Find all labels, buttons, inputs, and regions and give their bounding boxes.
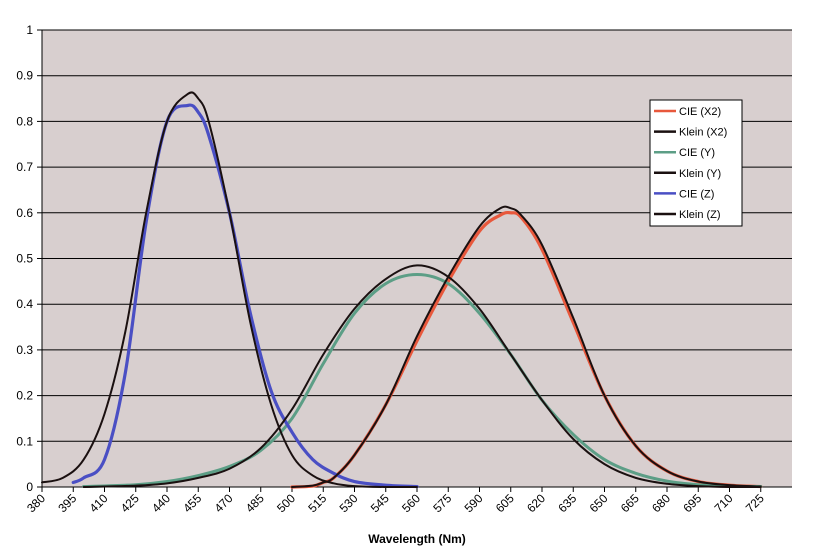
legend-label: Klein (Z) [679,209,721,221]
y-tick-label: 0.3 [16,343,33,357]
y-tick-label: 0.5 [16,252,33,266]
x-tick-label: 710 [712,491,736,515]
x-tick-label: 485 [243,491,267,515]
x-tick-label: 680 [649,491,673,515]
x-tick-label: 725 [743,491,767,515]
y-tick-label: 0.1 [16,434,33,448]
x-tick-label: 380 [24,491,48,515]
x-tick-label: 635 [555,491,579,515]
series-line-klein-z [41,91,418,489]
legend-label: CIE (Z) [679,188,714,200]
x-axis: 380 395 410 425 440 455 470 485 500 515 530 545 560 5… [24,486,792,515]
x-axis-title: Wavelength (Nm) [368,532,466,546]
y-tick-label: 1 [26,23,33,37]
y-tick-label: 0 [26,480,33,494]
x-tick-label: 530 [337,491,361,515]
x-tick-label: 455 [180,491,204,515]
legend-box [649,99,743,227]
y-tick-label: 0.6 [16,206,33,220]
x-tick-label: 440 [149,491,173,515]
y-tick-label: 0.8 [16,114,33,128]
x-tick-label: 410 [87,491,111,515]
y-tick-label: 0.7 [16,160,33,174]
x-tick-label: 470 [212,491,236,515]
series-line-cie-y [82,273,763,489]
x-tick-label: 500 [274,491,298,515]
series-line-klein-y [82,264,762,489]
x-tick-label: 695 [680,491,704,515]
x-tick-label: 605 [493,491,517,515]
series-line-cie-z [71,103,419,489]
series-line-klein-x2 [291,205,762,488]
x-tick-label: 395 [55,491,79,515]
legend-label: Klein (Y) [679,168,721,180]
y-tick-label: 0.4 [16,297,33,311]
x-tick-label: 665 [618,491,642,515]
x-tick-label: 545 [368,491,392,515]
x-tick-label: 590 [462,491,486,515]
x-tick-label: 425 [118,491,142,515]
x-tick-label: 575 [430,491,454,515]
x-tick-label: 515 [305,491,329,515]
legend: CIE (X2) Klein (X2) CIE (Y) Klein (Y) CIE (Z… [649,99,743,227]
y-axis: 0 0.1 0.2 0.3 0.4 0.5 0.6 0.7 0.8 0.9 1 [16,23,43,494]
x-tick-label: 560 [399,491,423,515]
legend-label: CIE (X2) [679,106,721,118]
series-group [41,91,763,489]
legend-label: Klein (X2) [679,127,727,139]
y-tick-label: 0.2 [16,389,33,403]
legend-label: CIE (Y) [679,147,715,159]
x-tick-label: 620 [524,491,548,515]
y-tick-label: 0.9 [16,69,33,83]
x-tick-label: 650 [587,491,611,515]
